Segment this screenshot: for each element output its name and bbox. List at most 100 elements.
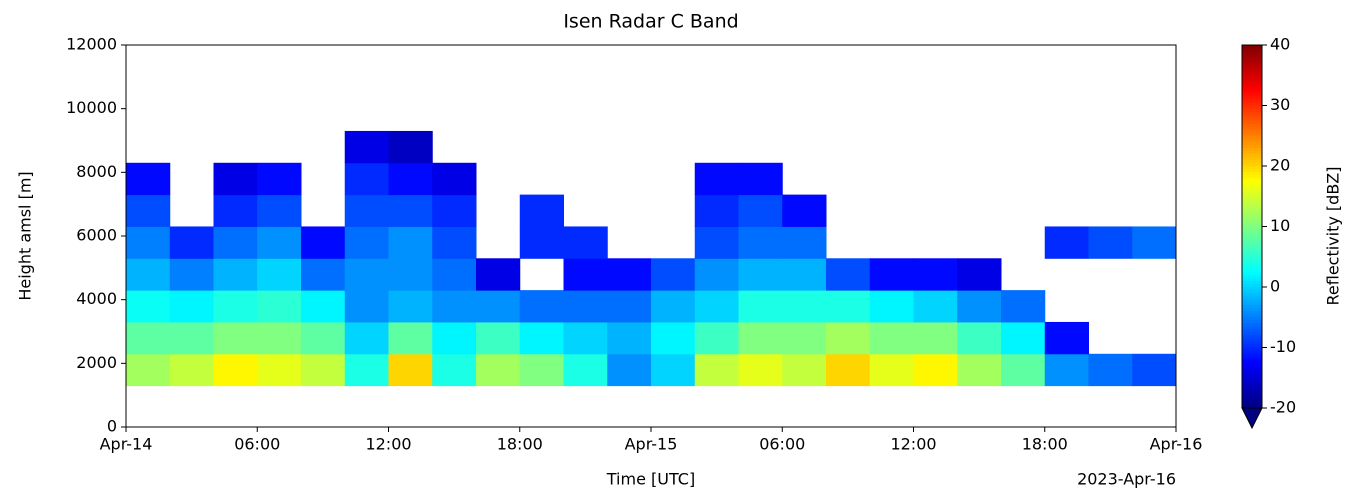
- heat-cell: [126, 162, 171, 196]
- heat-cell: [782, 321, 827, 355]
- heat-cell: [826, 321, 871, 355]
- colorbar-step: [1242, 132, 1262, 137]
- heat-cell: [1132, 226, 1177, 259]
- colorbar-step: [1242, 208, 1262, 212]
- heat-cell: [476, 258, 521, 291]
- colorbar-step: [1242, 226, 1262, 231]
- colorbar-step: [1242, 338, 1262, 343]
- colorbar-step: [1242, 395, 1262, 400]
- colorbar-step: [1242, 250, 1262, 255]
- colorbar-step: [1242, 344, 1262, 349]
- colorbar-step: [1242, 401, 1262, 406]
- colorbar-step: [1242, 196, 1262, 200]
- colorbar-step: [1242, 135, 1262, 140]
- heat-cell: [257, 321, 302, 355]
- heat-cell: [476, 290, 521, 323]
- colorbar-extend: [1241, 407, 1263, 430]
- colorbar-step: [1242, 259, 1262, 264]
- heat-cell: [519, 321, 564, 355]
- colorbar-step: [1242, 265, 1262, 270]
- colorbar-step: [1242, 305, 1262, 309]
- heat-cell: [519, 226, 564, 259]
- colorbar-step: [1242, 175, 1262, 179]
- heat-cell: [826, 353, 871, 387]
- colorbar-step: [1242, 274, 1262, 279]
- heat-cell: [869, 290, 914, 323]
- colorbar-step: [1242, 111, 1262, 116]
- colorbar-step: [1242, 308, 1262, 312]
- y-tick-label: 8000: [76, 162, 117, 181]
- colorbar-step: [1242, 347, 1262, 352]
- colorbar-step: [1242, 256, 1262, 261]
- colorbar-step: [1242, 181, 1262, 185]
- colorbar-step: [1242, 353, 1262, 358]
- heat-cell: [126, 226, 171, 259]
- colorbar-step: [1242, 398, 1262, 403]
- y-tick-label: 12000: [66, 35, 117, 54]
- colorbar-step: [1242, 314, 1262, 318]
- heat-cell: [388, 258, 433, 291]
- colorbar-step: [1242, 138, 1262, 143]
- colorbar-step: [1242, 84, 1262, 88]
- colorbar-step: [1242, 214, 1262, 219]
- heat-cell: [1044, 353, 1089, 387]
- heat-cell: [388, 353, 433, 387]
- heat-cell: [738, 258, 783, 291]
- colorbar-step: [1242, 326, 1262, 330]
- heat-cell: [957, 353, 1002, 387]
- heat-cell: [563, 258, 608, 291]
- x-axis-label: Time [UTC]: [606, 470, 695, 489]
- heat-cell: [694, 194, 739, 227]
- heat-cell: [869, 321, 914, 355]
- heat-cell: [432, 162, 477, 196]
- heat-cell: [432, 353, 477, 387]
- heat-cell: [826, 258, 871, 291]
- colorbar-step: [1242, 129, 1262, 134]
- heat-cell: [738, 290, 783, 323]
- heat-cell: [869, 353, 914, 387]
- colorbar-step: [1242, 238, 1262, 243]
- x-tick-label: Apr-14: [100, 435, 153, 454]
- colorbar-step: [1242, 205, 1262, 209]
- colorbar-step: [1242, 159, 1262, 164]
- y-axis-label: Height amsl [m]: [16, 171, 35, 300]
- heat-cell: [388, 130, 433, 164]
- heat-cell: [913, 290, 958, 323]
- colorbar-step: [1242, 383, 1262, 388]
- heat-cell: [257, 258, 302, 291]
- colorbar-step: [1242, 277, 1262, 282]
- colorbar-step: [1242, 329, 1262, 333]
- heat-cell: [957, 258, 1002, 291]
- colorbar-step: [1242, 365, 1262, 370]
- heat-cell: [344, 226, 389, 259]
- heat-cell: [694, 258, 739, 291]
- heat-cell: [694, 162, 739, 196]
- colorbar-step: [1242, 217, 1262, 222]
- heat-cell: [826, 290, 871, 323]
- heat-cell: [257, 290, 302, 323]
- colorbar-tick-label: 0: [1270, 277, 1280, 296]
- heat-cell: [126, 321, 171, 355]
- heat-cell: [913, 321, 958, 355]
- heat-cell: [257, 162, 302, 196]
- heat-cell: [213, 194, 258, 227]
- colorbar-step: [1242, 184, 1262, 188]
- colorbar-label: Reflectivity [dBZ]: [1324, 167, 1343, 306]
- heat-cell: [301, 258, 346, 291]
- heat-cell: [388, 321, 433, 355]
- colorbar-tick-label: 10: [1270, 216, 1290, 235]
- colorbar-step: [1242, 147, 1262, 152]
- x-tick-label: 18:00: [497, 435, 543, 454]
- colorbar-step: [1242, 96, 1262, 101]
- heat-cell: [563, 321, 608, 355]
- x-tick-label: Apr-16: [1150, 435, 1203, 454]
- heat-cell: [169, 321, 214, 355]
- colorbar-tick-label: 30: [1270, 95, 1290, 114]
- colorbar-step: [1242, 299, 1262, 303]
- heat-cell: [957, 290, 1002, 323]
- colorbar-step: [1242, 229, 1262, 234]
- colorbar-step: [1242, 356, 1262, 361]
- heat-cell: [738, 353, 783, 387]
- heat-cell: [1001, 353, 1046, 387]
